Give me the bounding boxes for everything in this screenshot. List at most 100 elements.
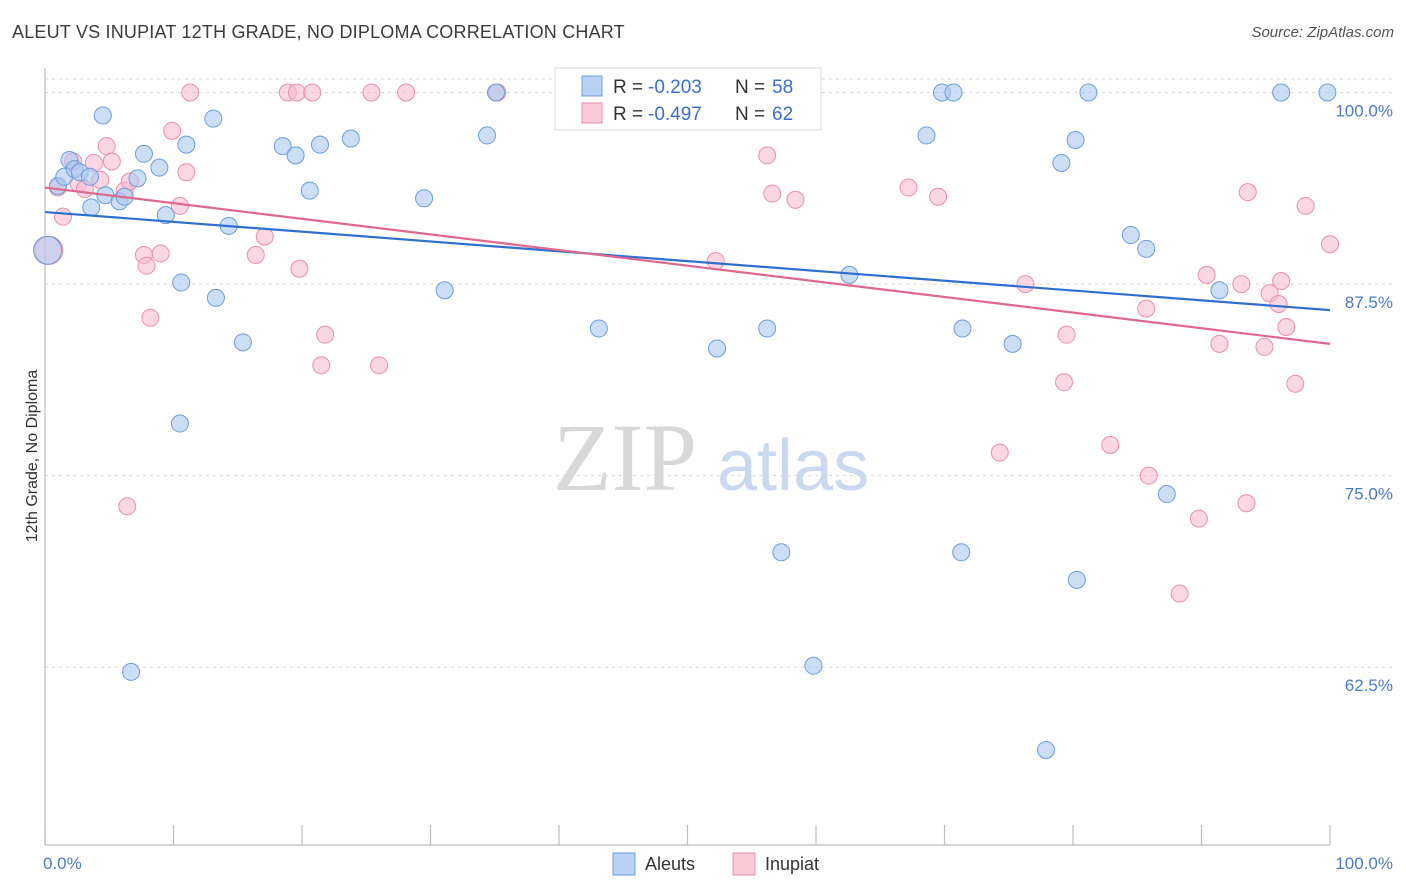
point-inupiat bbox=[1055, 373, 1074, 392]
point-aleuts bbox=[953, 319, 972, 338]
point-aleuts bbox=[1066, 131, 1085, 150]
point-inupiat bbox=[1139, 466, 1158, 485]
point-aleuts bbox=[804, 656, 823, 675]
point-inupiat bbox=[316, 325, 335, 344]
point-inupiat bbox=[1255, 337, 1274, 356]
point-inupiat bbox=[1277, 318, 1296, 336]
point-aleuts bbox=[122, 662, 141, 681]
point-inupiat bbox=[137, 256, 156, 275]
legend-n-label-aleuts: N = bbox=[735, 77, 765, 98]
point-aleuts bbox=[487, 83, 506, 102]
legend-swatch-aleuts bbox=[581, 75, 603, 97]
point-aleuts bbox=[772, 543, 791, 562]
point-inupiat bbox=[1321, 235, 1339, 254]
point-aleuts bbox=[1067, 570, 1086, 589]
point-aleuts bbox=[589, 319, 608, 338]
point-aleuts bbox=[206, 288, 225, 307]
point-inupiat bbox=[1057, 325, 1076, 344]
legend-swatch-inupiat bbox=[581, 102, 603, 124]
point-aleuts bbox=[150, 158, 169, 177]
point-aleuts bbox=[758, 319, 777, 338]
point-aleuts bbox=[415, 189, 434, 208]
legend-r-value-aleuts: -0.203 bbox=[648, 77, 702, 98]
point-inupiat bbox=[786, 190, 805, 209]
point-aleuts bbox=[435, 281, 454, 300]
point-inupiat bbox=[1189, 509, 1208, 528]
point-inupiat bbox=[929, 187, 948, 206]
point-aleuts bbox=[1318, 83, 1337, 102]
chart-title: ALEUT VS INUPIAT 12TH GRADE, NO DIPLOMA … bbox=[12, 22, 625, 42]
point-inupiat bbox=[1238, 183, 1257, 202]
point-aleuts bbox=[1037, 740, 1056, 759]
point-aleuts bbox=[310, 135, 329, 154]
legend-r-label-aleuts: R = bbox=[613, 77, 643, 98]
point-inupiat bbox=[287, 83, 306, 102]
x-tick-label-min: 0.0% bbox=[43, 854, 82, 873]
point-aleuts bbox=[944, 83, 963, 102]
point-aleuts bbox=[128, 169, 147, 188]
series-swatch-inupiat bbox=[732, 852, 756, 876]
point-inupiat bbox=[362, 83, 381, 102]
point-aleuts bbox=[204, 109, 223, 128]
y-tick-label: 87.5% bbox=[1345, 293, 1393, 312]
trend-line-inupiat bbox=[44, 186, 1331, 345]
correlation-legend: R = -0.203 N = 58 R = -0.497 N = 62 bbox=[554, 67, 822, 131]
point-inupiat bbox=[1197, 265, 1216, 284]
point-aleuts bbox=[1210, 281, 1229, 300]
point-inupiat bbox=[1272, 272, 1291, 291]
legend-n-label-inupiat: N = bbox=[735, 104, 765, 125]
point-inupiat bbox=[990, 443, 1009, 462]
y-tick-label: 100.0% bbox=[1335, 102, 1393, 121]
legend-n-value-inupiat: 62 bbox=[772, 104, 793, 125]
point-inupiat bbox=[303, 83, 322, 102]
point-aleuts bbox=[300, 181, 319, 200]
point-aleuts bbox=[156, 206, 175, 225]
point-aleuts bbox=[82, 198, 101, 217]
point-aleuts bbox=[80, 167, 99, 186]
point-aleuts bbox=[286, 146, 305, 165]
point-inupiat bbox=[758, 146, 777, 165]
y-tick-label: 75.0% bbox=[1345, 485, 1393, 504]
grid-lines bbox=[45, 78, 1393, 668]
point-aleuts bbox=[273, 137, 292, 156]
point-inupiat bbox=[151, 244, 170, 263]
point-inupiat bbox=[1170, 584, 1189, 603]
y-tick-label: 62.5% bbox=[1345, 676, 1393, 695]
point-inupiat bbox=[1269, 295, 1288, 314]
point-inupiat bbox=[102, 152, 121, 171]
x-tick-label-max: 100.0% bbox=[1335, 854, 1393, 873]
point-inupiat bbox=[1232, 275, 1251, 294]
legend-r-value-inupiat: -0.497 bbox=[648, 104, 702, 125]
series-swatch-aleuts bbox=[612, 852, 636, 876]
point-inupiat bbox=[370, 356, 389, 375]
point-aleuts bbox=[134, 144, 153, 163]
point-aleuts bbox=[233, 333, 252, 352]
point-inupiat bbox=[163, 121, 182, 140]
point-inupiat bbox=[1101, 436, 1120, 455]
watermark: ZIP atlas bbox=[553, 404, 869, 511]
point-inupiat bbox=[1137, 299, 1156, 318]
point-aleuts bbox=[172, 273, 191, 292]
series-label-inupiat: Inupiat bbox=[765, 854, 819, 874]
point-inupiat bbox=[706, 252, 725, 271]
y-tick-labels: 100.0% 87.5% 75.0% 62.5% bbox=[1335, 102, 1393, 696]
point-aleuts bbox=[478, 126, 497, 145]
point-inupiat bbox=[246, 245, 265, 264]
point-inupiat bbox=[763, 184, 782, 203]
point-inupiat bbox=[181, 83, 200, 102]
point-inupiat bbox=[397, 83, 416, 102]
point-aleuts bbox=[341, 129, 360, 148]
point-inupiat bbox=[118, 497, 137, 516]
source-label: Source: ZipAtlas.com bbox=[1251, 24, 1394, 41]
point-aleuts bbox=[170, 414, 189, 433]
point-inupiat bbox=[1237, 494, 1256, 513]
point-aleuts bbox=[93, 106, 112, 125]
point-inupiat bbox=[177, 163, 196, 182]
watermark-zip: ZIP bbox=[553, 404, 697, 511]
series-legend: Aleuts Inupiat bbox=[612, 852, 819, 876]
point-aleuts bbox=[1079, 83, 1098, 102]
point-inupiat bbox=[141, 308, 160, 327]
point-aleuts bbox=[1137, 239, 1156, 258]
point-aleuts bbox=[1052, 154, 1071, 173]
